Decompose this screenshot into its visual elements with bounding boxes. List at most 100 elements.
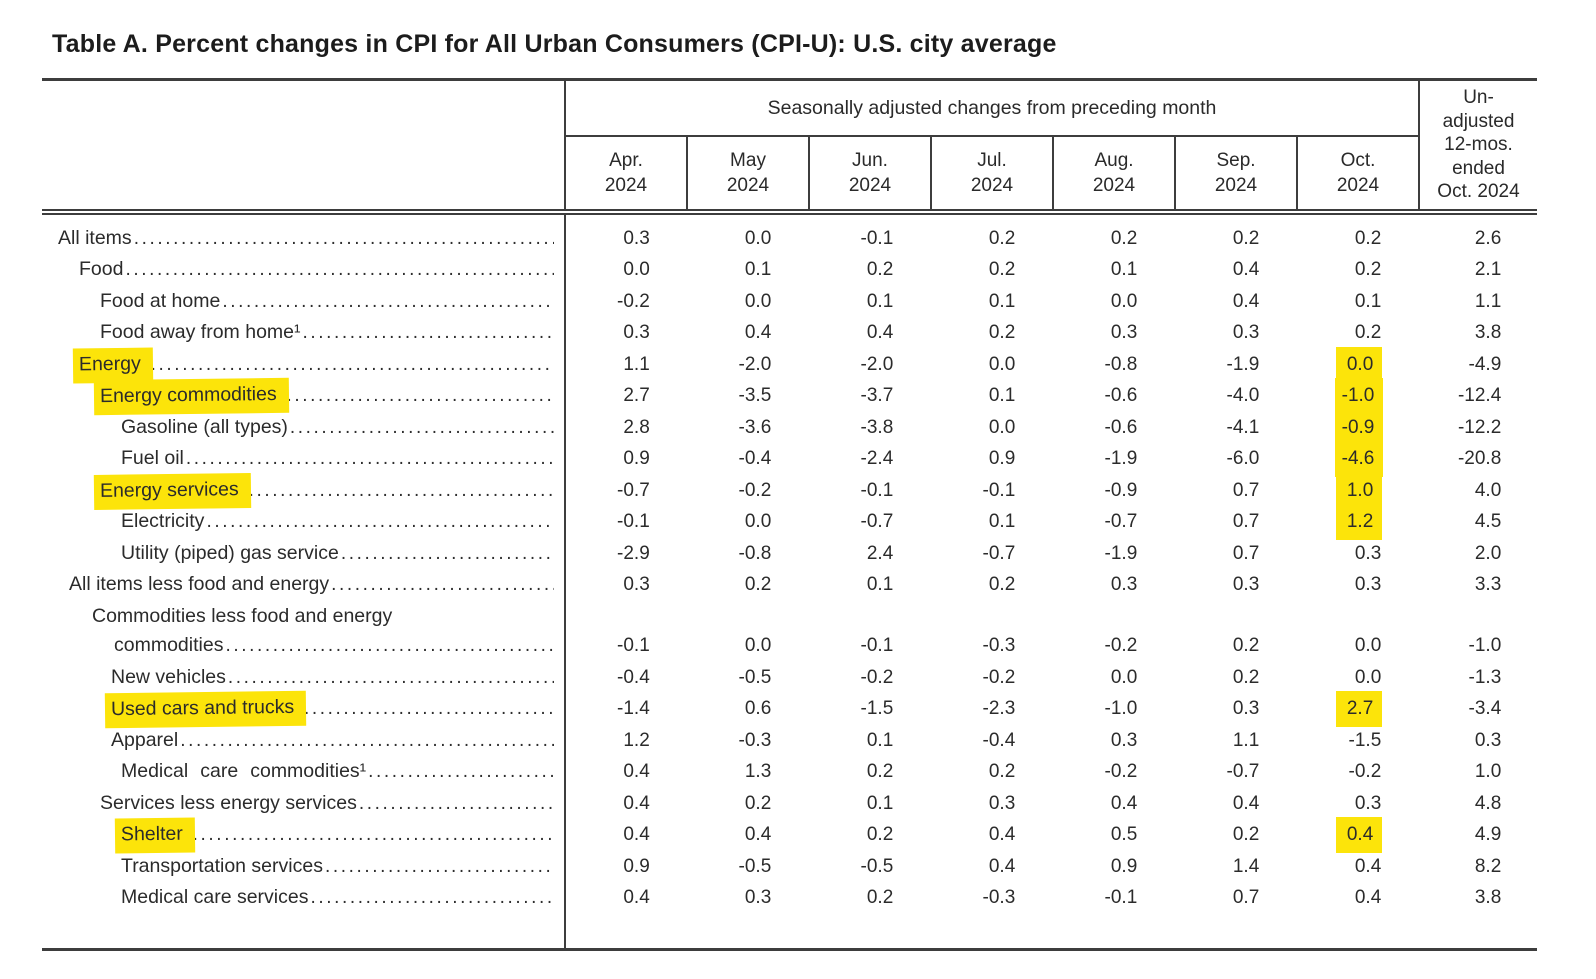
row-label: Utility (piped) gas service — [121, 541, 339, 564]
value: 0.2 — [1232, 666, 1260, 688]
value: 8.2 — [1474, 855, 1502, 877]
value-cell: -3.7 — [809, 380, 931, 412]
value-cell: 0.1 — [809, 286, 931, 318]
value: 0.9 — [623, 448, 650, 469]
value-cell: 0.4 — [565, 756, 687, 788]
value-cell: -2.3 — [931, 693, 1053, 725]
column-header-unadjusted-12mo: Un-adjusted 12-mos. ended Oct. 2024 — [1419, 79, 1537, 215]
value: 1.4 — [1232, 855, 1260, 877]
value-cell: 0.9 — [565, 443, 687, 475]
value-cell: 0.0 — [687, 212, 809, 255]
value: -1.5 — [860, 698, 894, 719]
row-label-cell: New vehicles............................… — [42, 661, 566, 693]
value: 0.0 — [744, 290, 772, 312]
month-header-row: Apr. 2024 May 2024 Jun. 2024 Jul. 2024 Aug. 2024 S… — [42, 136, 1537, 215]
value: 0.4 — [1354, 887, 1382, 908]
value: -1.3 — [1468, 666, 1502, 688]
value-cell: 0.4 — [809, 317, 931, 349]
row-label-cell: All items...............................… — [42, 211, 566, 254]
row-label: Food — [79, 258, 124, 280]
value-cell: 0.3 — [1175, 693, 1297, 725]
value-cell: 3.8 — [1419, 882, 1537, 914]
value: 0.3 — [1110, 322, 1138, 343]
value: -1.4 — [617, 698, 650, 719]
value-cell: -0.8 — [1053, 349, 1175, 381]
value: 0.3 — [1474, 729, 1502, 751]
row-label: All items — [58, 226, 132, 249]
value-cell: 0.2 — [1175, 601, 1297, 662]
value: 0.4 — [623, 761, 650, 782]
value: 0.4 — [988, 824, 1016, 845]
dot-leader: ........................................… — [225, 635, 554, 656]
dot-leader: ........................................… — [324, 855, 554, 877]
table-row: Medical care commodities¹...............… — [42, 756, 1537, 788]
value: 0.4 — [623, 792, 650, 814]
row-label-cell: Electricity.............................… — [42, 506, 566, 538]
row-label-cell: Shelter.................................… — [42, 817, 566, 853]
row-label-cell: Used cars and trucks....................… — [42, 690, 566, 728]
value: -0.8 — [738, 542, 772, 564]
value: 0.0 — [1354, 666, 1382, 688]
table-row: Gasoline (all types)....................… — [42, 409, 1537, 445]
value: 3.8 — [1474, 322, 1502, 343]
dot-leader: ........................................… — [340, 542, 554, 564]
value: -0.2 — [982, 666, 1016, 688]
value-cell: -1.9 — [1053, 443, 1175, 475]
value-cell: 0.2 — [809, 882, 931, 914]
value-cell: 2.4 — [809, 538, 931, 570]
value-highlighted: 2.7 — [1335, 691, 1383, 727]
value: -1.0 — [1104, 698, 1138, 719]
value-cell: 0.3 — [687, 882, 809, 914]
value-cell: -1.9 — [1053, 538, 1175, 570]
value: 0.0 — [988, 353, 1016, 375]
value-cell: 0.9 — [565, 851, 687, 883]
value: 0.5 — [1110, 824, 1138, 845]
value-cell: -0.3 — [931, 601, 1053, 662]
value-cell: -0.1 — [809, 475, 931, 507]
value: 0.4 — [1232, 290, 1260, 312]
value-cell: -0.7 — [1053, 506, 1175, 538]
value: 0.4 — [866, 322, 894, 343]
value-cell: 0.1 — [1297, 286, 1419, 318]
value-cell: -0.1 — [1053, 882, 1175, 914]
table-row: Medical care services...................… — [42, 882, 1537, 914]
value-cell: -0.4 — [565, 662, 687, 694]
row-label-cell: Utility (piped) gas service.............… — [42, 537, 566, 569]
table-row: Fuel oil................................… — [42, 441, 1537, 477]
value: -3.5 — [738, 385, 772, 406]
value: -0.4 — [617, 666, 650, 688]
value-cell: 0.0 — [687, 506, 809, 538]
value: -4.0 — [1226, 385, 1260, 406]
value: 0.0 — [1110, 666, 1138, 688]
value: 0.7 — [1232, 887, 1260, 908]
value: -0.7 — [617, 479, 650, 501]
column-header-oct: Oct. 2024 — [1297, 136, 1420, 215]
value-cell: -0.1 — [931, 475, 1053, 507]
value: 0.2 — [866, 761, 894, 782]
value: 0.4 — [988, 855, 1016, 877]
value: 0.7 — [1232, 479, 1260, 501]
value-cell: -0.5 — [809, 851, 931, 883]
value-cell: 0.2 — [809, 254, 931, 286]
value: 0.9 — [1110, 855, 1138, 877]
value-cell: -1.0 — [1053, 693, 1175, 725]
value: 0.1 — [988, 385, 1016, 406]
value-cell: 0.3 — [1175, 569, 1297, 601]
value: 0.3 — [744, 887, 772, 908]
value: 0.2 — [1354, 322, 1382, 343]
table-row: Commodities less food and energy commodit… — [42, 600, 1537, 662]
value: -12.2 — [1457, 416, 1502, 438]
value-cell: 0.9 — [1053, 851, 1175, 883]
value: 0.3 — [1232, 322, 1260, 343]
value-cell: 1.2 — [565, 725, 687, 757]
value-cell: -3.8 — [809, 412, 931, 444]
value-cell: -0.7 — [565, 475, 687, 507]
value-cell: 0.4 — [1297, 817, 1419, 853]
row-label-highlighted: Energy — [72, 347, 154, 383]
value-cell: 0.2 — [1175, 212, 1297, 255]
value-cell: -0.1 — [809, 601, 931, 662]
value-cell: -2.0 — [809, 349, 931, 381]
table-row: Services less energy services...........… — [42, 787, 1537, 819]
value-cell: -0.3 — [687, 725, 809, 757]
value-cell: -0.9 — [1297, 409, 1419, 445]
